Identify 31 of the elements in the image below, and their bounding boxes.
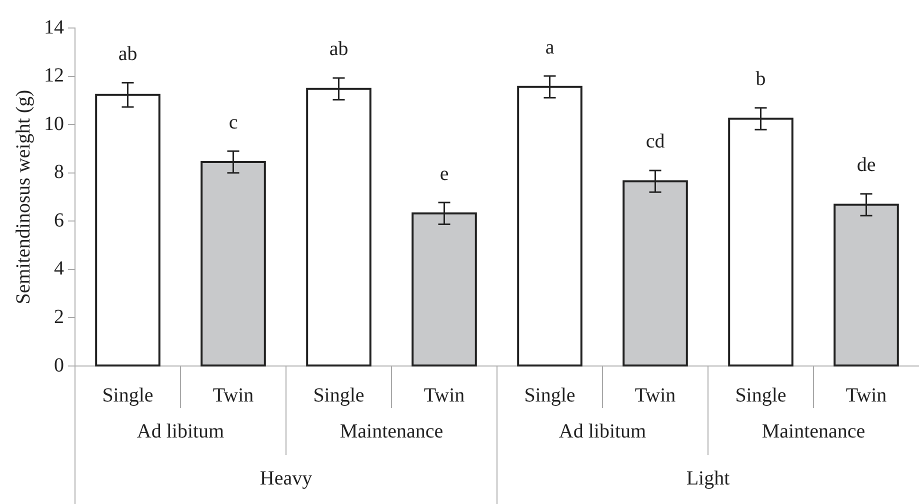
x-tick-label: Single	[524, 384, 576, 406]
data-label: ab	[118, 43, 138, 66]
y-tick-label: 14	[44, 16, 64, 38]
data-label: de	[856, 154, 876, 176]
text: Maintenance	[762, 420, 866, 442]
text: Heavy	[260, 467, 312, 490]
text: Light	[686, 467, 730, 490]
x-tick-label: Twin	[212, 384, 254, 406]
x-tick-label: Single	[313, 384, 364, 406]
data-label: e	[440, 162, 449, 185]
y-tick-label: 2	[54, 306, 64, 328]
x-tick-label: Twin	[634, 384, 676, 406]
data-label: cd	[646, 130, 665, 153]
data-label: b	[756, 68, 766, 90]
x-tick-label: Single	[735, 384, 786, 406]
x-tick-label: Twin	[424, 384, 465, 406]
y-tick-label: 4	[54, 258, 64, 280]
y-axis-title: Semitendinosus weight (g)	[12, 90, 34, 304]
text: Ad libitum	[136, 420, 225, 442]
data-label: a	[545, 36, 554, 58]
y-tick-label: 8	[54, 161, 64, 184]
x-tick-label: Twin	[846, 384, 887, 406]
text: Maintenance	[340, 420, 444, 442]
data-label: ab	[329, 38, 348, 60]
y-tick-label: 10	[44, 112, 64, 135]
y-tick-label: 12	[44, 64, 64, 87]
x-tick-label: Single	[102, 384, 154, 406]
text: Ad libitum	[558, 420, 647, 442]
y-tick-label: 0	[54, 354, 64, 376]
data-label: c	[228, 111, 238, 134]
y-tick-label: 6	[54, 209, 64, 232]
